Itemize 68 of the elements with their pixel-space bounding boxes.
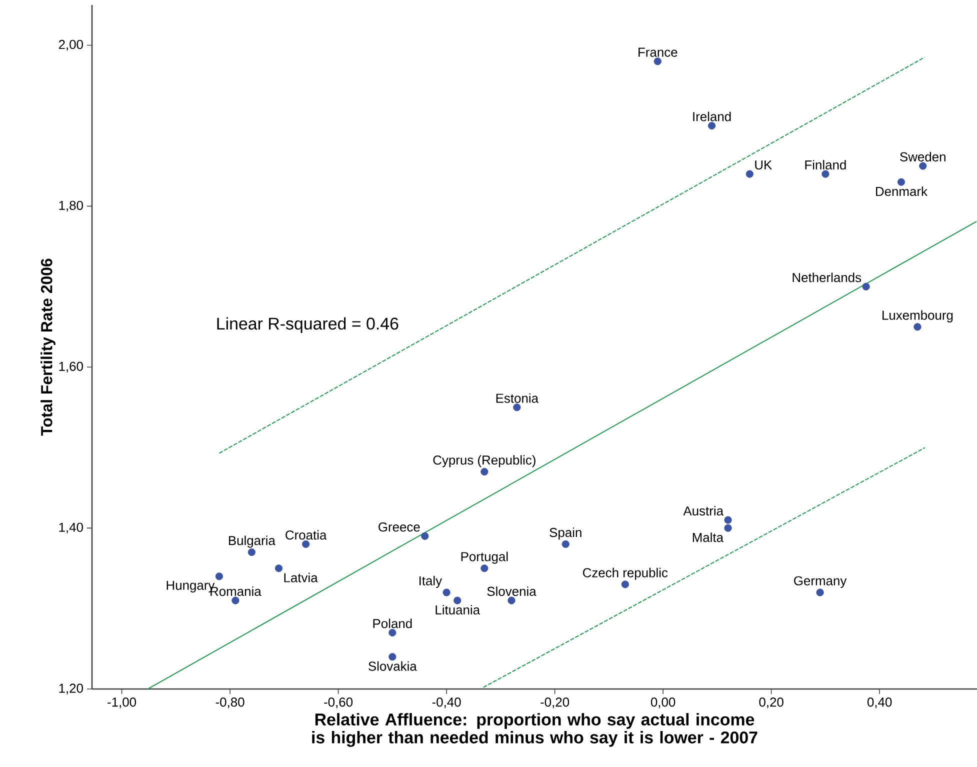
x-tick-label: -0,20 — [540, 698, 570, 708]
annotation: Bulgaria — [228, 536, 276, 548]
point — [822, 170, 830, 178]
point — [215, 572, 224, 580]
point — [816, 588, 824, 596]
annotation: Netherlands — [792, 272, 862, 282]
annotation: Austria — [683, 506, 724, 516]
point — [862, 282, 870, 290]
y-tick-label: 1,60 — [59, 362, 83, 372]
annotation: Linear R-squared = 0.46 — [217, 317, 398, 334]
point — [248, 548, 256, 556]
annotation: Ireland — [693, 112, 731, 122]
point — [388, 653, 396, 661]
annotation: Lituania — [436, 604, 480, 614]
annotation: Cyprus (Republic) — [433, 455, 536, 468]
annotation: Slovakia — [368, 661, 417, 671]
point — [708, 122, 716, 130]
point — [919, 162, 927, 170]
point — [232, 596, 240, 604]
annotation: Slovenia — [487, 586, 536, 596]
x-tick-label: -0,60 — [324, 698, 353, 708]
y-tick-label: 1,40 — [59, 522, 83, 534]
annotation: Estonia — [496, 393, 539, 403]
point — [621, 580, 629, 588]
annotation: Luxembourg — [882, 310, 953, 322]
annotation: UK — [755, 160, 772, 170]
y-tick-label: 1,80 — [59, 200, 83, 212]
annotation: Poland — [373, 618, 412, 628]
x-tick-label: 0,20 — [759, 698, 784, 708]
annotation: Sweden — [900, 152, 946, 162]
point — [454, 596, 462, 604]
point — [724, 516, 732, 524]
annotation: Italy — [419, 576, 442, 588]
annotation: Czech republic — [582, 568, 668, 580]
point — [654, 58, 662, 66]
x-axis-title: Relative Affluence: proportion who say actual income is higher than needed minus who say it is lower - 2007 — [312, 713, 758, 747]
annotation: Croatia — [286, 530, 327, 540]
point — [480, 468, 488, 476]
x-tick-label: -1,00 — [108, 698, 136, 708]
annotation: Latvia — [284, 572, 318, 582]
point — [302, 540, 310, 548]
y-tick-label: 2,00 — [58, 40, 83, 51]
point — [513, 404, 521, 412]
point — [914, 323, 922, 331]
point — [724, 524, 732, 532]
y-tick-label: 1,20 — [59, 684, 83, 694]
point — [442, 588, 450, 596]
point — [274, 564, 283, 572]
annotation: Portugal — [461, 552, 508, 564]
x-tick-label: -0,40 — [432, 698, 461, 708]
point — [421, 532, 429, 540]
point — [508, 596, 516, 604]
annotation: Finland — [805, 160, 846, 170]
x-tick-label: -0,80 — [216, 698, 244, 708]
annotation: Germany — [794, 576, 847, 588]
x-tick-label: 0,00 — [650, 698, 676, 708]
annotation: Denmark — [876, 186, 928, 196]
annotation: Spain — [550, 528, 582, 540]
point — [746, 170, 754, 178]
x-tick-label: 0,40 — [867, 698, 892, 708]
point — [562, 540, 570, 548]
annotation: Malta — [692, 532, 724, 542]
annotation: France — [638, 48, 678, 57]
y-axis-title: Total Fertility Rate 2006 — [40, 258, 56, 436]
annotation: Greece — [378, 522, 420, 532]
point — [897, 178, 906, 186]
point — [388, 628, 396, 636]
point — [480, 564, 488, 572]
